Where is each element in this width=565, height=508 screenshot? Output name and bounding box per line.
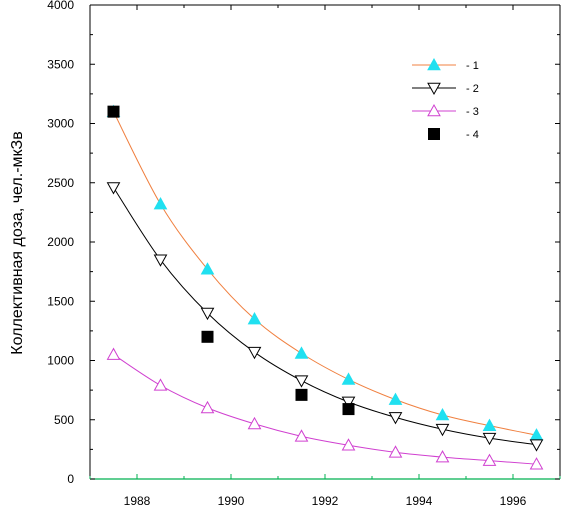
legend-entry-4: - 4	[428, 128, 479, 141]
series-2-point	[294, 375, 309, 388]
series-4-point	[342, 403, 355, 416]
x-tick-label: 1994	[406, 494, 433, 508]
series-4-point	[107, 105, 120, 118]
legend-entry-1: - 1	[412, 57, 479, 72]
series-3-point	[247, 416, 262, 430]
y-tick-label: 2500	[47, 176, 74, 190]
series-3-point	[435, 450, 450, 463]
series-4	[107, 105, 355, 416]
y-tick-label: 1500	[47, 294, 74, 308]
series-2-point	[247, 346, 262, 360]
y-tick-label: 500	[54, 413, 74, 427]
series-1-point	[247, 311, 262, 325]
series-2-point	[153, 254, 168, 267]
series-1-point	[153, 197, 168, 210]
axes: 0 500 1000 1500 2000 2500 3000 3500 4000 1988 1990…	[47, 0, 561, 508]
series-3	[106, 347, 544, 470]
legend-marker	[428, 128, 440, 140]
series-1-point	[482, 418, 497, 431]
series-1	[106, 104, 544, 441]
legend-label: - 4	[466, 129, 479, 141]
series-2-point	[529, 439, 544, 452]
series-layer	[106, 104, 544, 470]
y-tick-label: 1000	[47, 354, 74, 368]
y-axis-title: Коллективная доза, чел.-мкЗв	[9, 131, 26, 354]
series-1-point	[435, 407, 450, 421]
series-3-point	[388, 445, 403, 458]
legend-marker	[427, 103, 441, 117]
series-3-point	[529, 457, 544, 470]
y-tick-label: 0	[67, 472, 74, 486]
legend-marker	[427, 82, 441, 96]
series-1-point	[294, 346, 309, 359]
legend-entry-2: - 2	[412, 82, 479, 96]
series-4-point	[295, 388, 308, 401]
series-2-line	[113, 187, 537, 446]
legend-label: - 1	[466, 60, 479, 72]
series-3-point	[200, 400, 215, 414]
y-tick-label: 3500	[47, 57, 74, 71]
series-3-line	[113, 354, 537, 465]
legend-label: - 2	[466, 83, 479, 95]
series-3-point	[482, 453, 497, 466]
series-1-point	[200, 262, 215, 275]
legend-label: - 3	[466, 106, 479, 118]
series-3-point	[153, 378, 168, 391]
y-tick-label: 3000	[47, 117, 74, 131]
series-3-point	[294, 429, 309, 442]
series-2-point	[341, 396, 356, 410]
series-3-point	[106, 347, 121, 360]
y-tick-label: 2000	[47, 235, 74, 249]
series-2-point	[388, 412, 403, 425]
series-4-point	[201, 330, 214, 343]
series-2	[106, 182, 544, 452]
y-tick-label: 4000	[47, 0, 74, 12]
series-2-point	[482, 432, 497, 446]
x-tick-label: 1992	[312, 494, 339, 508]
series-1-line	[113, 111, 537, 436]
legend: - 1 - 2 - 3 - 4	[412, 57, 479, 141]
legend-marker	[427, 57, 441, 71]
series-2-point	[106, 182, 121, 195]
x-tick-label: 1996	[500, 494, 527, 508]
series-1-point	[341, 372, 356, 385]
series-2-point	[200, 307, 215, 321]
x-tick-label: 1988	[124, 494, 151, 508]
x-tick-label: 1990	[218, 494, 245, 508]
legend-entry-3: - 3	[412, 103, 479, 118]
series-1-point	[388, 392, 403, 405]
series-3-point	[341, 438, 356, 451]
series-2-point	[435, 423, 450, 437]
